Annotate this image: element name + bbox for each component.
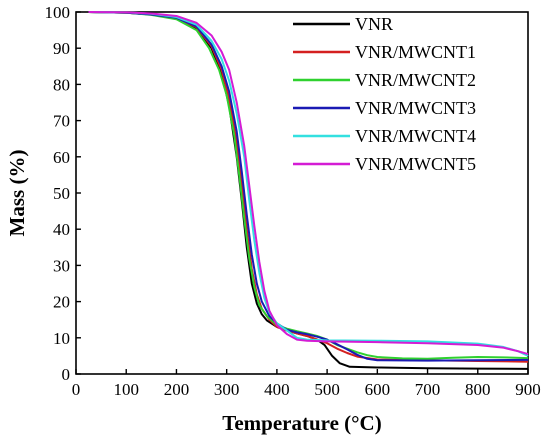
x-tick-label: 300 (214, 380, 240, 399)
plot-frame (75, 11, 529, 375)
legend-label: VNR/MWCNT5 (355, 154, 476, 174)
y-tick-label: 80 (53, 75, 70, 94)
legend-label: VNR/MWCNT3 (355, 98, 476, 118)
x-tick-label: 400 (264, 380, 290, 399)
x-tick-label: 100 (113, 380, 139, 399)
y-tick-label: 40 (53, 220, 70, 239)
legend: VNR VNR/MWCNT1 VNR/MWCNT2 VNR/MWCNT3 VNR/MWC… (293, 14, 476, 174)
ticks-layer: 0 100 200 300 400 500 600 700 800 900 0 10 20 30 40 50 6… (45, 3, 541, 399)
y-axis-title: Mass (%) (5, 150, 29, 237)
x-tick-label: 700 (415, 380, 441, 399)
legend-label: VNR/MWCNT1 (355, 42, 476, 62)
series-line-5 (88, 11, 529, 356)
y-tick-label: 100 (45, 3, 71, 22)
x-tick-label: 800 (465, 380, 491, 399)
x-tick-label: 600 (365, 380, 391, 399)
y-tick-label: 70 (53, 112, 70, 131)
y-tick-label: 90 (53, 39, 70, 58)
x-tick-label: 500 (314, 380, 340, 399)
y-tick-label: 20 (53, 293, 70, 312)
x-tick-label: 900 (515, 380, 541, 399)
y-tick-label: 50 (53, 184, 70, 203)
x-tick-label: 0 (72, 380, 81, 399)
y-tick-label: 10 (53, 329, 70, 348)
y-tick-label: 30 (53, 256, 70, 275)
legend-label: VNR/MWCNT2 (355, 70, 476, 90)
x-axis-title: Temperature (°C) (222, 411, 381, 435)
y-tick-label: 60 (53, 148, 70, 167)
series-line-4 (88, 11, 529, 357)
series-line-3 (88, 11, 529, 362)
legend-label: VNR (355, 14, 393, 34)
y-tick-label: 0 (62, 365, 71, 384)
legend-label: VNR/MWCNT4 (355, 126, 476, 146)
series-line-2 (88, 11, 529, 360)
series-layer (88, 11, 529, 370)
series-line-0 (88, 11, 529, 370)
series-line-1 (88, 11, 529, 363)
x-tick-label: 200 (164, 380, 190, 399)
